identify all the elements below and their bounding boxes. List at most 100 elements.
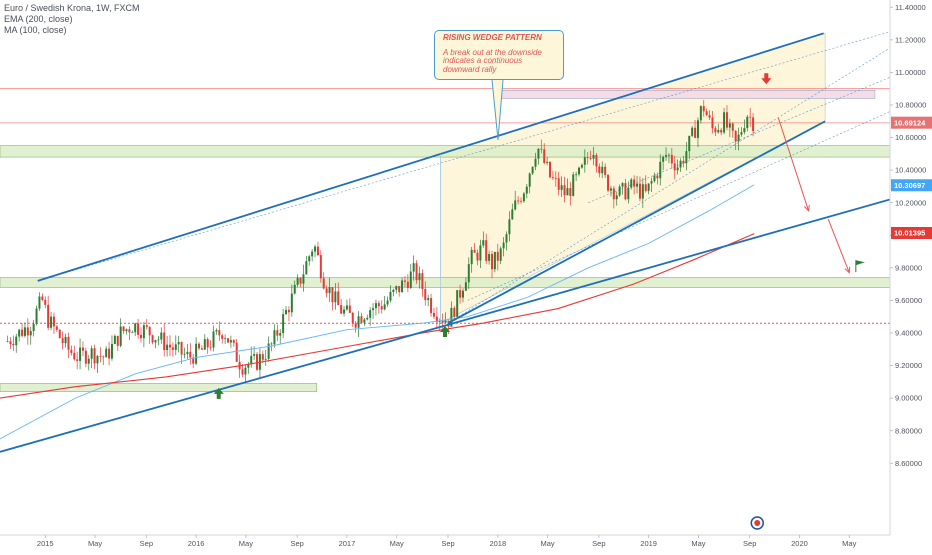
channel-dotted-trendline bbox=[447, 47, 891, 324]
candle-body bbox=[308, 256, 311, 262]
candle-body bbox=[499, 248, 502, 261]
candle-body bbox=[615, 195, 618, 200]
resistance-zone bbox=[497, 90, 876, 99]
candle-body bbox=[621, 183, 624, 187]
candle-body bbox=[186, 351, 189, 354]
candle-body bbox=[256, 354, 259, 370]
candle-body bbox=[116, 335, 119, 346]
flag-marker bbox=[855, 260, 865, 266]
candle-body bbox=[644, 184, 647, 191]
candle-body bbox=[363, 319, 366, 323]
candle-body bbox=[479, 245, 482, 261]
candle-body bbox=[705, 111, 708, 116]
candle-body bbox=[502, 242, 505, 249]
candle-body bbox=[331, 287, 334, 303]
x-tick-label: Sep bbox=[592, 539, 605, 548]
candle-body bbox=[90, 348, 93, 359]
candle-body bbox=[461, 290, 464, 298]
candle-body bbox=[15, 336, 18, 346]
candle-body bbox=[549, 161, 552, 178]
candle-body bbox=[583, 157, 586, 165]
candle-body bbox=[44, 299, 47, 305]
price-tag-last bbox=[891, 116, 932, 129]
candle-body bbox=[96, 355, 99, 364]
candle-body bbox=[476, 252, 479, 261]
wedge-lower-trendline bbox=[447, 120, 826, 324]
candle-body bbox=[743, 128, 746, 133]
candle-body bbox=[403, 280, 406, 282]
y-tick-label: 8.80000 bbox=[895, 426, 922, 435]
x-tick-label: Sep bbox=[441, 539, 454, 548]
candle-body bbox=[459, 290, 462, 298]
candle-body bbox=[215, 330, 218, 332]
candle-body bbox=[409, 271, 412, 289]
candle-body bbox=[467, 264, 470, 283]
candle-body bbox=[647, 183, 650, 191]
y-tick-label: 10.80000 bbox=[895, 101, 926, 110]
candle-body bbox=[229, 340, 232, 343]
ma-legend-label: MA (100, close) bbox=[4, 25, 67, 35]
candle-body bbox=[192, 357, 195, 364]
candle-body bbox=[160, 332, 163, 340]
candle-body bbox=[84, 350, 87, 364]
candle-body bbox=[305, 261, 308, 275]
rising-wedge-note[interactable]: RISING WEDGE PATTERN A break out at the … bbox=[434, 30, 564, 80]
x-tick-label: 2016 bbox=[188, 539, 205, 548]
candle-body bbox=[531, 166, 534, 174]
candle-body bbox=[427, 298, 430, 301]
y-tick-label: 9.80000 bbox=[895, 263, 922, 272]
candle-body bbox=[209, 347, 212, 349]
candle-body bbox=[580, 164, 583, 168]
candle-body bbox=[35, 308, 38, 324]
candle-body bbox=[543, 149, 546, 163]
candle-body bbox=[322, 278, 325, 289]
candle-body bbox=[293, 284, 296, 294]
candle-body bbox=[696, 120, 699, 138]
candle-body bbox=[453, 307, 456, 317]
candle-body bbox=[206, 339, 209, 348]
x-tick-label: 2020 bbox=[791, 539, 808, 548]
candle-body bbox=[490, 253, 493, 270]
ma100-line bbox=[0, 184, 755, 440]
x-tick-label: Sep bbox=[743, 539, 756, 548]
candle-body bbox=[224, 338, 227, 340]
candle-body bbox=[389, 291, 392, 301]
candle-body bbox=[55, 326, 58, 330]
projection-arrow-line bbox=[777, 117, 810, 211]
candle-body bbox=[482, 240, 485, 246]
candle-body bbox=[699, 106, 702, 121]
candle-body bbox=[450, 307, 453, 327]
candle-body bbox=[432, 313, 435, 317]
candle-body bbox=[679, 160, 682, 168]
candle-body bbox=[163, 332, 166, 350]
y-tick-label: 9.40000 bbox=[895, 329, 922, 338]
x-tick-label: May bbox=[390, 539, 404, 548]
candle-body bbox=[67, 336, 70, 350]
candle-body bbox=[166, 344, 169, 350]
candle-body bbox=[508, 219, 511, 235]
candle-body bbox=[586, 157, 589, 159]
candle-body bbox=[148, 326, 151, 336]
candle-body bbox=[171, 347, 174, 350]
candle-body bbox=[566, 188, 569, 196]
candle-body bbox=[624, 183, 627, 200]
candle-body bbox=[749, 116, 752, 118]
x-tick-label: 2018 bbox=[489, 539, 506, 548]
candle-body bbox=[725, 112, 728, 128]
support-zone bbox=[0, 145, 891, 158]
y-tick-label: 11.20000 bbox=[895, 35, 926, 44]
candle-body bbox=[32, 323, 35, 332]
event-icon-dot bbox=[754, 520, 761, 526]
candle-body bbox=[418, 273, 421, 281]
candle-body bbox=[740, 132, 743, 135]
candle-body bbox=[401, 280, 404, 293]
candle-body bbox=[653, 175, 656, 182]
candle-body bbox=[493, 251, 496, 270]
candle-body bbox=[23, 327, 26, 336]
candle-body bbox=[563, 185, 566, 196]
candle-body bbox=[73, 352, 76, 360]
candle-body bbox=[273, 330, 276, 345]
candle-body bbox=[714, 128, 717, 133]
